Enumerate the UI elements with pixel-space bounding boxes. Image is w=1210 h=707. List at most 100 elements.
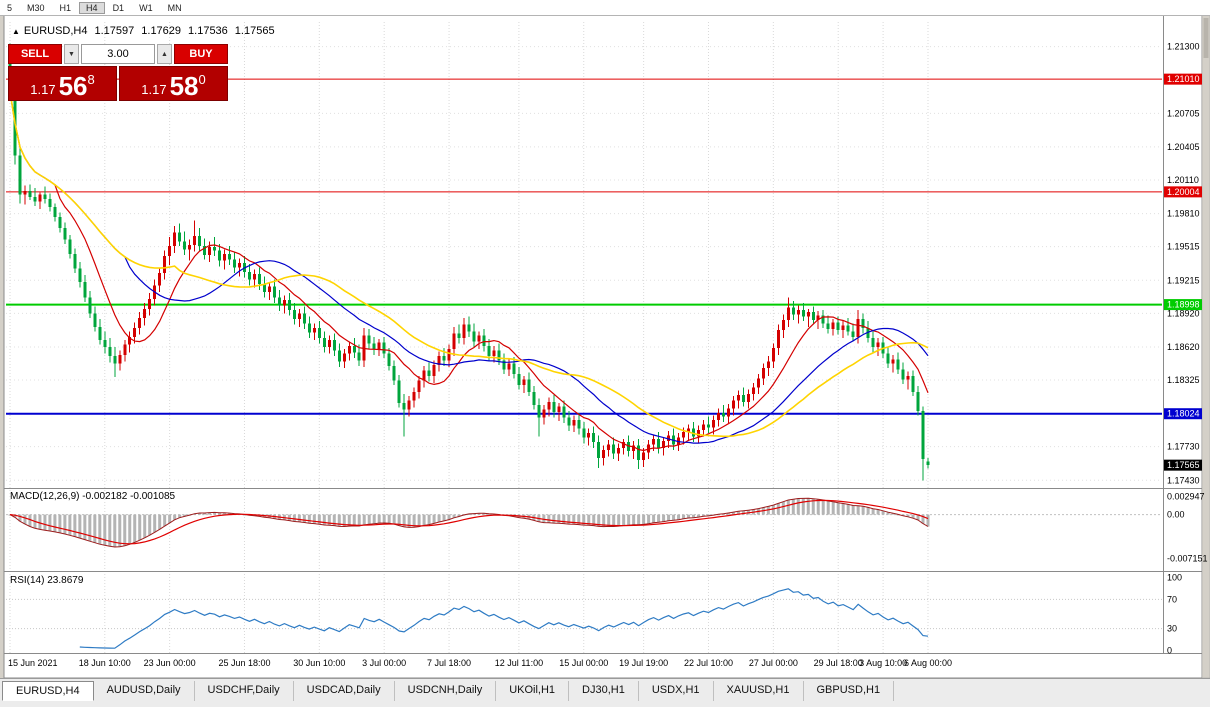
ohlc-high: 1.17629 [141,25,182,37]
ma-medium-line [9,91,929,444]
price-tick-label: 1.18325 [1167,375,1200,385]
timeframe-button-mn[interactable]: MN [167,2,182,13]
symbol-label: EURUSD,H4 [23,25,88,37]
sell-price-prefix: 1.17 [30,82,56,97]
time-axis-label: 29 Jul 18:00 [814,658,863,668]
tab-xauusd-h1[interactable]: XAUUSD,H1 [714,681,804,701]
tab-dj30-h1[interactable]: DJ30,H1 [569,681,639,701]
macd-tick-label: -0.007151 [1167,554,1208,564]
timeframe-button-h4[interactable]: H4 [79,1,105,14]
price-tick-label: 1.19515 [1167,242,1200,252]
chevron-up-icon: ▲ [161,50,168,58]
time-axis-label: 18 Jun 10:00 [79,658,131,668]
timeframe-button-5[interactable]: 5 [7,2,13,13]
timeframe-button-d1[interactable]: D1 [112,2,125,13]
price-tick-label: 1.18620 [1167,342,1200,352]
tab-gbpusd-h1[interactable]: GBPUSD,H1 [804,681,895,701]
price-tick-label: 1.18920 [1167,308,1200,318]
rsi-tick-label: 30 [1167,624,1177,634]
time-axis-label: 3 Aug 10:00 [859,658,907,668]
sell-price[interactable]: 1.17 56 8 [8,66,117,101]
time-axis-label: 15 Jun 2021 [8,658,58,668]
price-tick-label: 1.20705 [1167,108,1200,118]
time-axis[interactable]: 15 Jun 2021 18 Jun 10:00 23 Jun 00:00 25 Ju… [8,658,952,668]
price-level-badge: 1.17565 [1167,460,1200,470]
macd-label: MACD(12,26,9) -0.002182 -0.001085 [10,491,176,502]
tab-audusd-daily[interactable]: AUDUSD,Daily [94,681,195,701]
rsi-tick-label: 0 [1167,646,1172,656]
volume-increase-button[interactable]: ▲ [157,44,172,64]
price-level-badge: 1.18998 [1167,300,1200,310]
time-axis-label: 23 Jun 00:00 [144,658,196,668]
macd-tick-label: 0.002947 [1167,491,1205,501]
time-axis-label: 27 Jul 00:00 [749,658,798,668]
rsi-tick-label: 70 [1167,594,1177,604]
grid-layer [6,22,1162,653]
buy-price-big: 58 [169,71,199,101]
time-axis-label: 15 Jul 00:00 [559,658,608,668]
price-tick-label: 1.20110 [1167,175,1199,185]
time-axis-label: 6 Aug 00:00 [904,658,952,668]
time-axis-label: 25 Jun 18:00 [218,658,270,668]
scrollbar-thumb[interactable] [1203,18,1209,58]
timeframe-button-h1[interactable]: H1 [59,2,72,13]
symbol-ohlc-bar: ▲ EURUSD,H4 1.17597 1.17629 1.17536 1.17565 [12,25,282,37]
ohlc-open: 1.17597 [94,25,135,37]
ma-fast-line [9,91,929,452]
tab-usdcad-daily[interactable]: USDCAD,Daily [294,681,395,701]
tab-usdx-h1[interactable]: USDX,H1 [639,681,714,701]
sell-price-sup: 8 [87,72,95,87]
price-tick-label: 1.20405 [1167,142,1200,152]
buy-price-prefix: 1.17 [141,82,167,97]
level-lines-layer [6,78,1162,415]
vertical-scrollbar[interactable] [1201,14,1210,679]
price-tick-label: 1.19215 [1167,275,1200,285]
buy-button[interactable]: BUY [174,44,228,64]
time-axis-label: 19 Jul 19:00 [619,658,668,668]
price-tick-label: 1.21300 [1167,42,1200,52]
price-axis[interactable]: 1.21300 1.20705 1.20405 1.20110 1.19810 1.195… [1164,42,1202,486]
tab-eurusd-h4[interactable]: EURUSD,H4 [2,681,94,701]
macd-layer [6,497,1162,548]
macd-tick-label: 0.00 [1167,510,1185,520]
rsi-layer [6,588,1162,649]
price-level-badge: 1.20004 [1167,187,1200,197]
time-axis-label: 7 Jul 18:00 [427,658,471,668]
tab-ukoil-h1[interactable]: UKOil,H1 [496,681,570,701]
macd-line [9,497,929,548]
rsi-tick-label: 100 [1167,572,1182,582]
ohlc-low: 1.17536 [188,25,228,37]
price-tick-label: 1.17730 [1167,442,1200,452]
ohlc-close: 1.17565 [234,25,275,37]
macd-signal-line [9,499,929,545]
ma-slow-line [9,91,929,438]
moving-averages-layer [9,91,929,452]
sell-button[interactable]: SELL [8,44,62,64]
chart-tab-bar: EURUSD,H4 AUDUSD,Daily USDCHF,Daily USDCAD,… [0,678,1210,707]
sell-price-big: 56 [58,71,88,101]
rsi-label: RSI(14) 23.8679 [10,575,84,586]
price-level-badge: 1.21010 [1167,74,1200,84]
price-level-badge: 1.18024 [1167,409,1200,419]
volume-input[interactable] [81,44,155,64]
price-tick-label: 1.19810 [1167,209,1200,219]
panel-separators [4,15,1202,654]
chevron-down-icon: ▼ [68,50,75,58]
tab-usdchf-daily[interactable]: USDCHF,Daily [195,681,294,701]
chart-marker-icon: ▲ [12,27,20,36]
time-axis-label: 30 Jun 10:00 [293,658,345,668]
indicator-axis: 0.002947 0.00 -0.007151 100 70 30 0 [1167,491,1208,655]
price-tick-label: 1.17430 [1167,475,1200,485]
buy-price-sup: 0 [198,72,206,87]
timeframe-button-m30[interactable]: M30 [27,2,45,13]
buy-price[interactable]: 1.17 58 0 [119,66,228,101]
time-axis-label: 12 Jul 11:00 [495,658,543,668]
volume-decrease-button[interactable]: ▼ [64,44,79,64]
one-click-trading-panel: SELL ▼ ▲ BUY 1.17 56 8 1.17 58 0 [8,44,228,101]
time-axis-label: 22 Jul 10:00 [684,658,733,668]
timeframe-button-w1[interactable]: W1 [139,2,153,13]
tab-usdcnh-daily[interactable]: USDCNH,Daily [395,681,497,701]
timeframe-toolbar: 5 M30 H1 H4 D1 W1 MN [0,0,1210,16]
rsi-line [79,588,929,649]
